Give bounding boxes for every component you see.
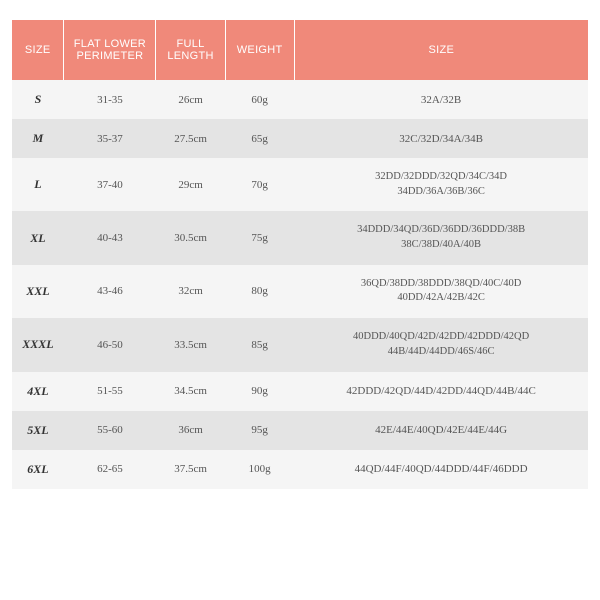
perimeter-cell: 51-55: [64, 372, 156, 411]
length-cell: 37.5cm: [156, 450, 225, 489]
weight-cell: 75g: [225, 211, 294, 264]
col-header-weight: WEIGHT: [225, 20, 294, 80]
perimeter-cell: 62-65: [64, 450, 156, 489]
table-row: XXL43-4632cm80g36QD/38DD/38DDD/38QD/40C/…: [12, 265, 588, 318]
size-label-cell: XXL: [12, 265, 64, 318]
length-cell: 27.5cm: [156, 119, 225, 158]
perimeter-cell: 43-46: [64, 265, 156, 318]
col-header-bra-size: SIZE: [294, 20, 588, 80]
bra-size-cell: 42E/44E/40QD/42E/44E/44G: [294, 411, 588, 450]
table-row: S31-3526cm60g32A/32B: [12, 80, 588, 119]
bra-size-cell: 36QD/38DD/38DDD/38QD/40C/40D40DD/42A/42B…: [294, 265, 588, 318]
weight-cell: 60g: [225, 80, 294, 119]
length-cell: 32cm: [156, 265, 225, 318]
table-body: S31-3526cm60g32A/32BM35-3727.5cm65g32C/3…: [12, 80, 588, 489]
col-header-perimeter: FLAT LOWER PERIMETER: [64, 20, 156, 80]
perimeter-cell: 37-40: [64, 158, 156, 211]
bra-size-cell: 40DDD/40QD/42D/42DD/42DDD/42QD44B/44D/44…: [294, 318, 588, 371]
size-label-cell: XXXL: [12, 318, 64, 371]
col-header-length: FULL LENGTH: [156, 20, 225, 80]
length-cell: 36cm: [156, 411, 225, 450]
table-header: SIZE FLAT LOWER PERIMETER FULL LENGTH WE…: [12, 20, 588, 80]
length-cell: 33.5cm: [156, 318, 225, 371]
bra-size-cell: 44QD/44F/40QD/44DDD/44F/46DDD: [294, 450, 588, 489]
table-row: 5XL55-6036cm95g42E/44E/40QD/42E/44E/44G: [12, 411, 588, 450]
perimeter-cell: 46-50: [64, 318, 156, 371]
length-cell: 34.5cm: [156, 372, 225, 411]
size-label-cell: L: [12, 158, 64, 211]
bra-size-cell: 32C/32D/34A/34B: [294, 119, 588, 158]
size-label-cell: 6XL: [12, 450, 64, 489]
size-label-cell: 4XL: [12, 372, 64, 411]
table-row: M35-3727.5cm65g32C/32D/34A/34B: [12, 119, 588, 158]
length-cell: 30.5cm: [156, 211, 225, 264]
perimeter-cell: 35-37: [64, 119, 156, 158]
size-label-cell: XL: [12, 211, 64, 264]
weight-cell: 70g: [225, 158, 294, 211]
table-row: 6XL62-6537.5cm100g44QD/44F/40QD/44DDD/44…: [12, 450, 588, 489]
perimeter-cell: 31-35: [64, 80, 156, 119]
bra-size-cell: 32A/32B: [294, 80, 588, 119]
size-label-cell: 5XL: [12, 411, 64, 450]
weight-cell: 90g: [225, 372, 294, 411]
size-chart-table: SIZE FLAT LOWER PERIMETER FULL LENGTH WE…: [12, 20, 588, 489]
table-row: L37-4029cm70g32DD/32DDD/32QD/34C/34D34DD…: [12, 158, 588, 211]
size-label-cell: M: [12, 119, 64, 158]
size-label-cell: S: [12, 80, 64, 119]
table-row: XXXL46-5033.5cm85g40DDD/40QD/42D/42DD/42…: [12, 318, 588, 371]
length-cell: 26cm: [156, 80, 225, 119]
weight-cell: 100g: [225, 450, 294, 489]
weight-cell: 95g: [225, 411, 294, 450]
col-header-size: SIZE: [12, 20, 64, 80]
weight-cell: 85g: [225, 318, 294, 371]
perimeter-cell: 55-60: [64, 411, 156, 450]
weight-cell: 80g: [225, 265, 294, 318]
bra-size-cell: 42DDD/42QD/44D/42DD/44QD/44B/44C: [294, 372, 588, 411]
perimeter-cell: 40-43: [64, 211, 156, 264]
weight-cell: 65g: [225, 119, 294, 158]
bra-size-cell: 32DD/32DDD/32QD/34C/34D34DD/36A/36B/36C: [294, 158, 588, 211]
table-row: 4XL51-5534.5cm90g42DDD/42QD/44D/42DD/44Q…: [12, 372, 588, 411]
length-cell: 29cm: [156, 158, 225, 211]
table-row: XL40-4330.5cm75g34DDD/34QD/36D/36DD/36DD…: [12, 211, 588, 264]
bra-size-cell: 34DDD/34QD/36D/36DD/36DDD/38B38C/38D/40A…: [294, 211, 588, 264]
